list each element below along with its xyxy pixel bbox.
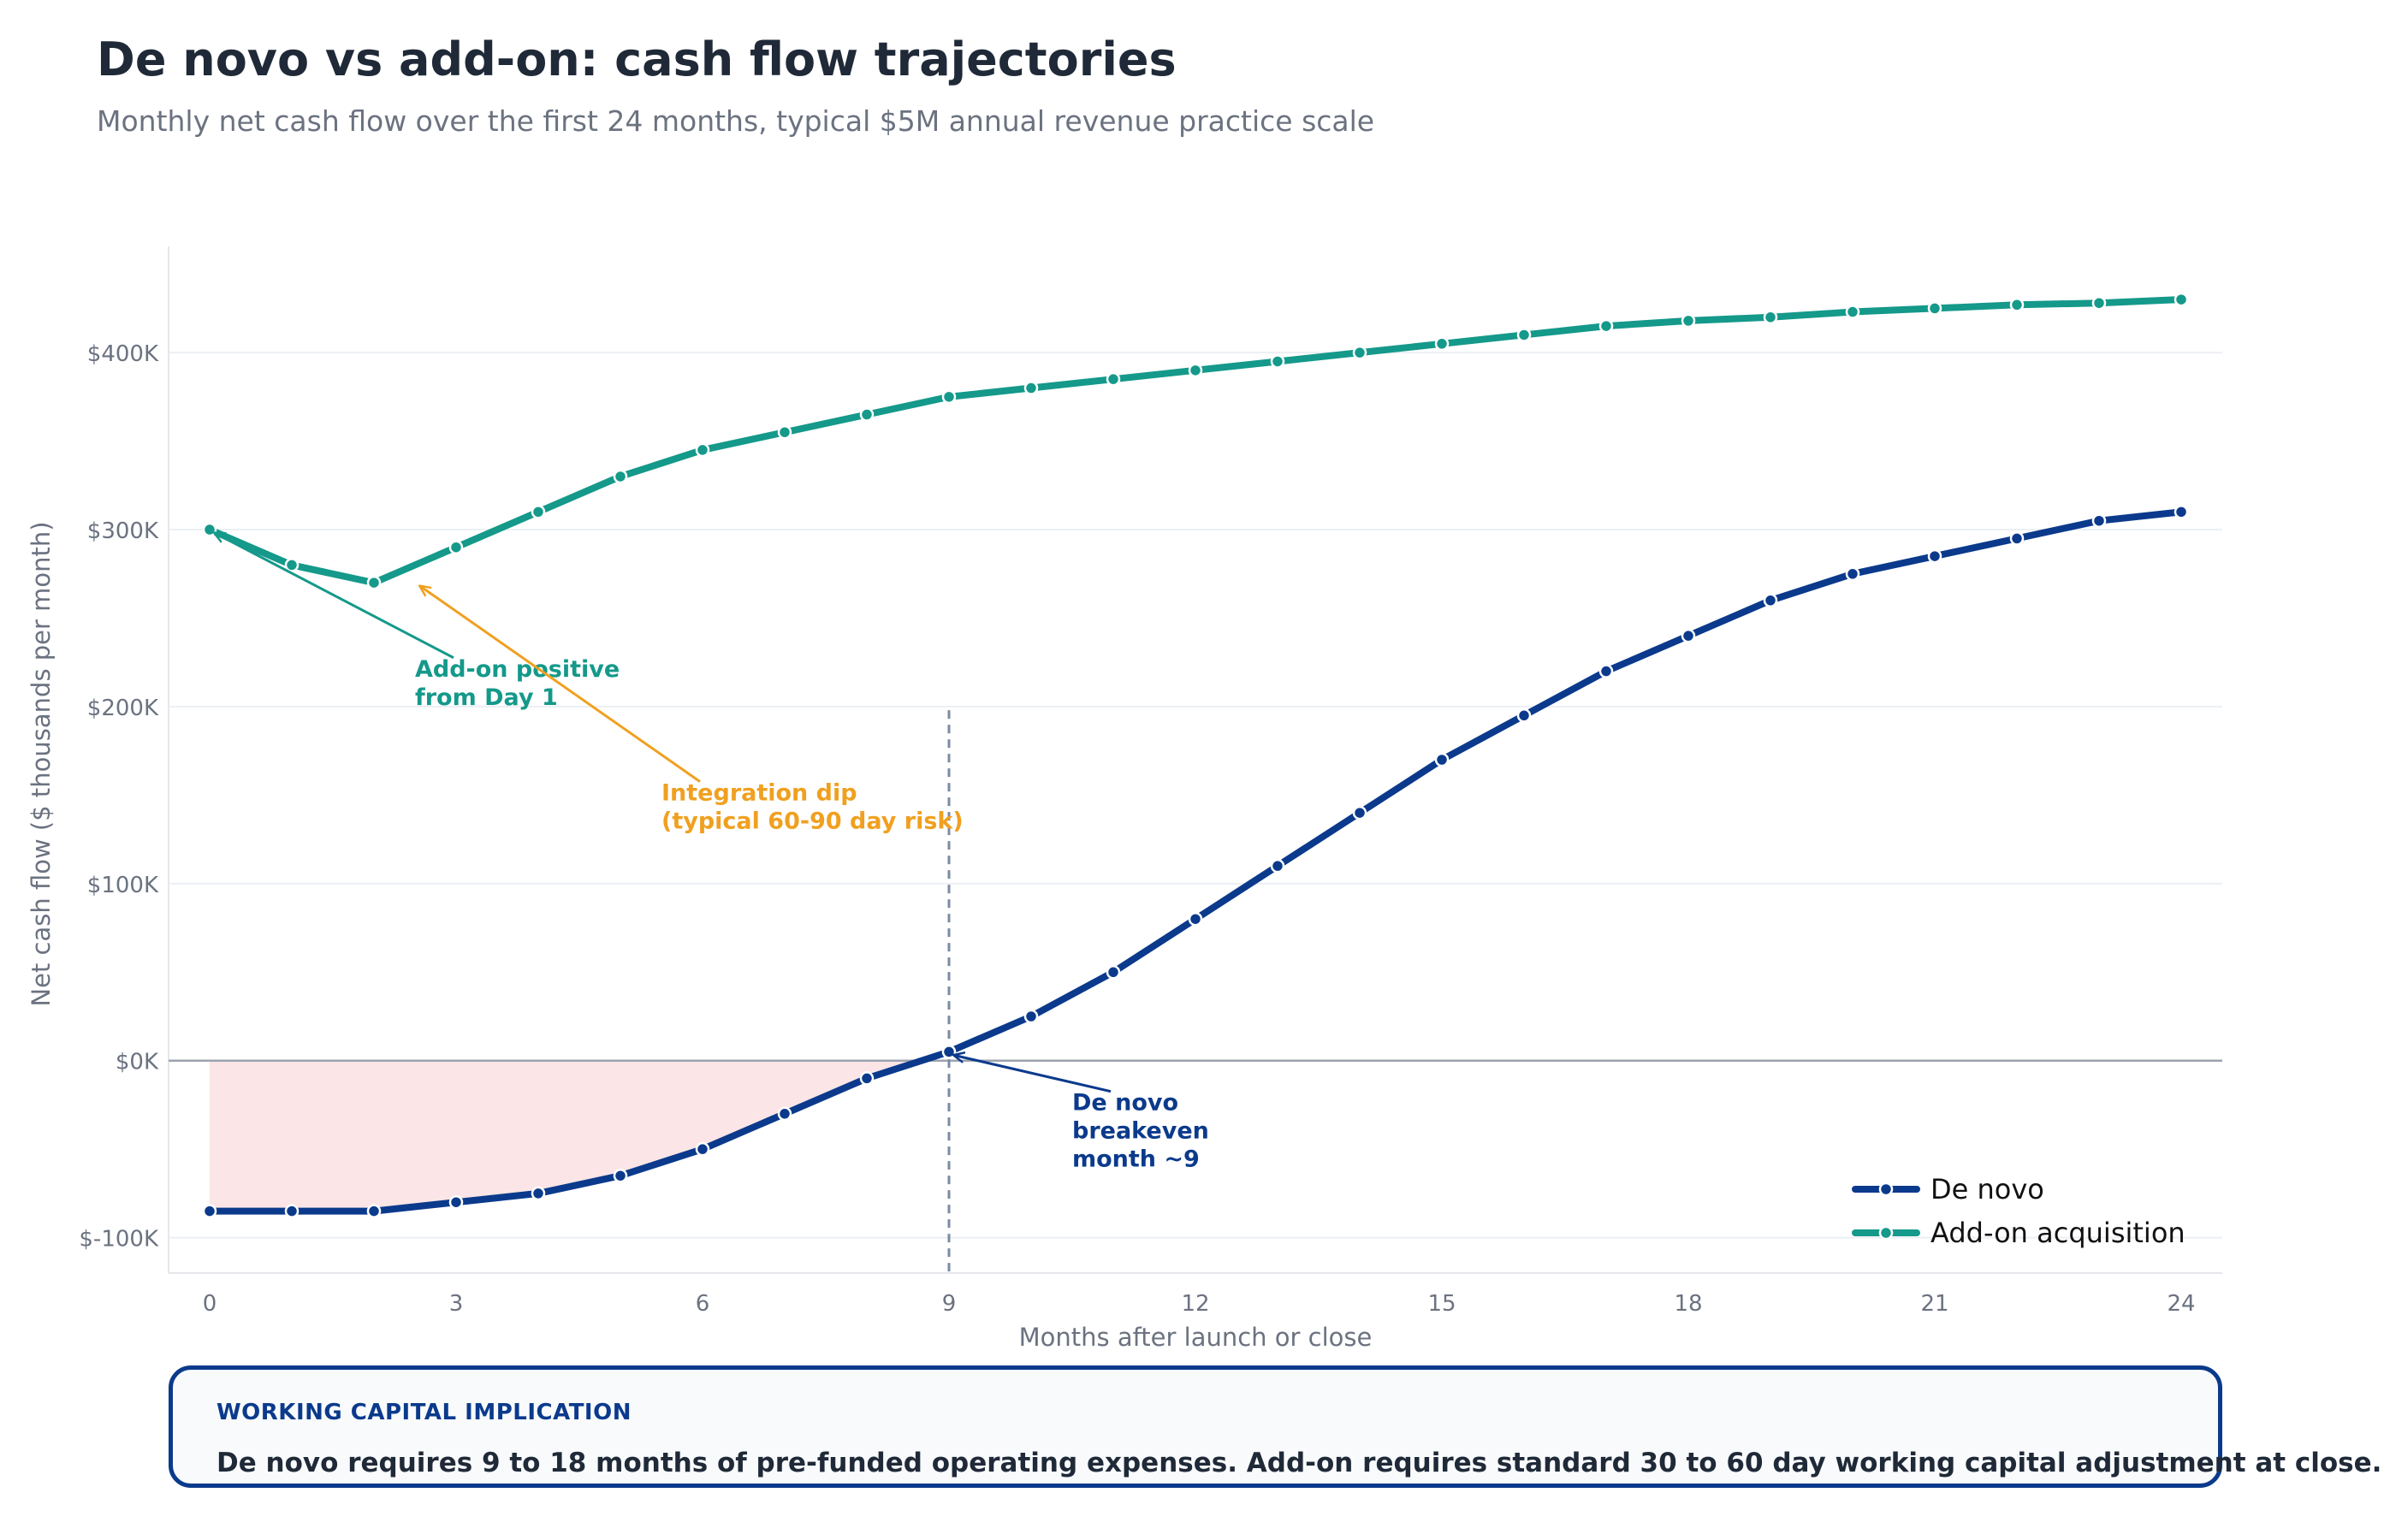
working-capital-callout — [169, 1365, 2222, 1488]
data-point — [1927, 548, 1942, 564]
data-point — [695, 442, 710, 458]
annotation-text: month ~9 — [1072, 1146, 1200, 1173]
x-tick-label: 9 — [942, 1291, 957, 1317]
series-line — [206, 296, 2185, 587]
data-point — [1845, 566, 1860, 582]
y-tick-label: $200K — [87, 696, 159, 721]
data-point — [859, 407, 875, 422]
data-point — [1763, 593, 1778, 608]
y-tick-label: $0K — [116, 1050, 159, 1075]
x-tick-label: 12 — [1181, 1291, 1209, 1317]
x-tick-label: 18 — [1674, 1291, 1702, 1317]
callout-heading: WORKING CAPITAL IMPLICATION — [216, 1400, 632, 1425]
data-point — [1023, 1009, 1039, 1024]
data-point — [613, 469, 628, 484]
data-point — [202, 1204, 217, 1218]
data-point — [2091, 295, 2107, 311]
data-point — [2009, 531, 2025, 546]
data-point — [1434, 752, 1450, 767]
annotation-arrow — [954, 1055, 1112, 1093]
y-tick-label: $400K — [87, 341, 159, 367]
x-tick-label: 3 — [449, 1291, 464, 1317]
data-point — [1188, 363, 1203, 378]
data-point — [448, 1194, 464, 1210]
x-tick-label: 15 — [1427, 1291, 1456, 1317]
y-tick-label: $300K — [87, 518, 159, 544]
data-point — [2091, 513, 2107, 528]
data-point — [1845, 305, 1860, 319]
data-point — [531, 1186, 546, 1201]
chart-title: De novo vs add-on: cash flow trajectorie… — [97, 33, 1177, 86]
data-point — [1270, 354, 1285, 369]
data-point — [1516, 328, 1532, 342]
legend-marker — [1878, 1225, 1894, 1241]
data-point — [2009, 298, 2025, 312]
data-point — [1927, 301, 1942, 316]
y-tick-label: $-100K — [79, 1227, 159, 1253]
annotation-text: breakeven — [1072, 1118, 1209, 1145]
x-axis-label: Months after launch or close — [1019, 1323, 1373, 1352]
data-point — [941, 389, 957, 405]
data-point — [1516, 708, 1532, 723]
data-point — [1598, 664, 1614, 678]
annotation-text: (typical 60-90 day risk) — [661, 808, 964, 835]
data-point — [859, 1071, 875, 1086]
legend-label: Add-on acquisition — [1930, 1217, 2185, 1249]
data-point — [1352, 345, 1367, 360]
legend-marker — [1878, 1182, 1894, 1197]
data-point — [284, 1204, 300, 1218]
deficit-area — [210, 1060, 922, 1211]
annotation-text: De novo — [1072, 1090, 1178, 1116]
data-point — [531, 505, 546, 519]
data-point — [1763, 310, 1778, 325]
data-point — [1352, 805, 1367, 820]
legend: De novo Add-on acquisition — [1852, 1173, 2185, 1249]
data-point — [1270, 858, 1285, 874]
x-tick-label: 0 — [203, 1291, 217, 1317]
data-point — [1106, 965, 1121, 980]
data-point — [613, 1168, 628, 1183]
annotation-arrow — [420, 586, 701, 783]
data-point — [695, 1141, 710, 1157]
data-point — [777, 424, 792, 440]
annotation-arrow — [215, 533, 454, 660]
data-point — [1681, 313, 1696, 329]
data-point — [366, 575, 382, 590]
data-point — [1681, 628, 1696, 643]
data-point — [284, 558, 300, 572]
data-point — [448, 540, 464, 554]
annotation-text: Add-on positive — [415, 656, 620, 683]
axes: $-100K $0K $100K $200K $300K $400K 0 3 6 9 12 15 18 2… — [27, 246, 2222, 1352]
series — [202, 292, 2189, 1218]
data-point — [1188, 911, 1203, 927]
data-point — [1598, 318, 1614, 334]
gridlines — [169, 352, 2222, 1239]
data-point — [1106, 371, 1121, 387]
legend-label: De novo — [1930, 1173, 2044, 1205]
x-tick-label: 24 — [2167, 1291, 2195, 1317]
data-point — [2174, 292, 2189, 307]
cash-flow-line-chart: $-100K $0K $100K $200K $300K $400K 0 3 6 9 12 15 18 2… — [27, 246, 2222, 1352]
annotation-text: from Day 1 — [415, 684, 558, 711]
callout-body: De novo requires 9 to 18 months of pre-f… — [216, 1448, 2382, 1478]
data-point — [777, 1106, 792, 1122]
de-novo-deficit-area — [210, 1060, 922, 1211]
y-axis-label: Net cash flow ($ thousands per month) — [27, 521, 56, 1006]
chart-subtitle: Monthly net cash flow over the first 24 … — [97, 104, 1375, 138]
y-tick-label: $100K — [87, 873, 159, 898]
data-point — [366, 1204, 382, 1218]
data-point — [202, 522, 217, 537]
data-point — [1434, 336, 1450, 352]
x-tick-label: 6 — [696, 1291, 710, 1317]
x-tick-label: 21 — [1920, 1291, 1948, 1317]
data-point — [2174, 505, 2189, 519]
data-point — [1023, 381, 1039, 395]
data-point — [941, 1045, 957, 1059]
annotation-text: Integration dip — [661, 780, 857, 807]
